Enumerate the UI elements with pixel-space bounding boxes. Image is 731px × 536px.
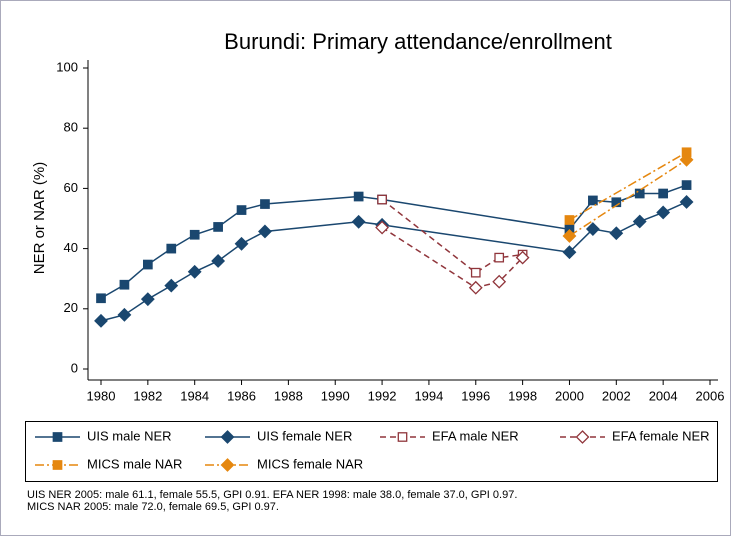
marker xyxy=(611,197,622,208)
marker xyxy=(634,188,645,199)
marker xyxy=(234,236,249,251)
marker xyxy=(94,313,108,328)
legend-marker xyxy=(575,430,590,444)
chart-title: Burundi: Primary attendance/enrollment xyxy=(224,29,612,54)
marker xyxy=(140,292,155,307)
marker xyxy=(96,293,106,304)
legend-label: EFA female NER xyxy=(612,428,710,443)
x-tick-label: 1990 xyxy=(321,388,350,403)
legend-marker xyxy=(220,458,235,472)
y-tick-label: 20 xyxy=(64,300,78,315)
x-tick-label: 1996 xyxy=(461,388,490,403)
marker xyxy=(260,199,270,209)
marker xyxy=(468,280,483,295)
marker xyxy=(562,229,577,243)
y-tick-label: 0 xyxy=(71,360,78,375)
marker xyxy=(189,229,200,240)
legend-label: EFA male NER xyxy=(432,428,519,443)
x-tick-label: 1986 xyxy=(227,388,256,403)
series-line xyxy=(381,226,524,289)
marker xyxy=(213,222,223,232)
x-tick-label: 2004 xyxy=(649,388,678,403)
marker xyxy=(609,226,624,241)
marker xyxy=(211,254,226,268)
marker xyxy=(164,278,179,293)
marker xyxy=(492,274,507,289)
legend-label: UIS male NER xyxy=(87,428,172,443)
legend-label: MICS female NAR xyxy=(257,456,363,471)
legend-box xyxy=(25,421,718,482)
marker xyxy=(377,194,387,205)
marker xyxy=(658,188,669,199)
x-tick-label: 2000 xyxy=(555,388,584,403)
y-tick-label: 40 xyxy=(64,240,78,255)
x-tick-label: 1988 xyxy=(274,388,303,403)
x-tick-label: 1998 xyxy=(508,388,537,403)
marker xyxy=(117,307,132,322)
series-line xyxy=(569,159,687,237)
y-tick-label: 60 xyxy=(64,180,78,195)
marker xyxy=(588,195,598,206)
marker xyxy=(375,220,389,235)
y-tick-label: 80 xyxy=(64,120,78,135)
legend-marker xyxy=(52,432,63,442)
legend-label: MICS male NAR xyxy=(87,456,182,471)
note: UIS NER 2005: male 61.1, female 55.5, GP… xyxy=(27,489,517,501)
marker xyxy=(681,180,692,190)
marker xyxy=(515,250,530,265)
legend-label: UIS female NER xyxy=(257,428,352,443)
marker xyxy=(351,214,366,229)
series-line xyxy=(381,198,523,274)
marker xyxy=(632,214,647,229)
marker xyxy=(656,205,671,220)
series-line xyxy=(100,201,687,322)
marker xyxy=(166,243,177,254)
x-tick-label: 1992 xyxy=(368,388,397,403)
marker xyxy=(564,215,575,225)
x-tick-label: 2002 xyxy=(602,388,631,403)
legend-marker xyxy=(52,460,63,470)
marker xyxy=(258,224,272,239)
marker xyxy=(679,152,694,167)
marker xyxy=(494,252,505,263)
marker xyxy=(142,259,153,270)
marker xyxy=(679,195,694,209)
marker xyxy=(187,264,202,279)
y-tick-label: 100 xyxy=(56,59,78,74)
legend-marker xyxy=(397,432,408,442)
x-tick-label: 1984 xyxy=(180,388,209,403)
marker xyxy=(470,267,481,278)
marker xyxy=(585,222,600,236)
legend-marker xyxy=(220,430,235,444)
marker xyxy=(562,245,577,260)
x-tick-label: 1980 xyxy=(87,388,116,403)
x-tick-label: 1994 xyxy=(414,388,443,403)
y-axis-label: NER or NAR (%) xyxy=(31,162,48,275)
x-tick-label: 1982 xyxy=(133,388,162,403)
marker xyxy=(236,205,247,215)
note: MICS NAR 2005: male 72.0, female 69.5, G… xyxy=(27,501,279,513)
marker xyxy=(119,279,130,290)
marker xyxy=(353,191,364,202)
series-line xyxy=(569,151,687,221)
x-tick-label: 2006 xyxy=(696,388,725,403)
